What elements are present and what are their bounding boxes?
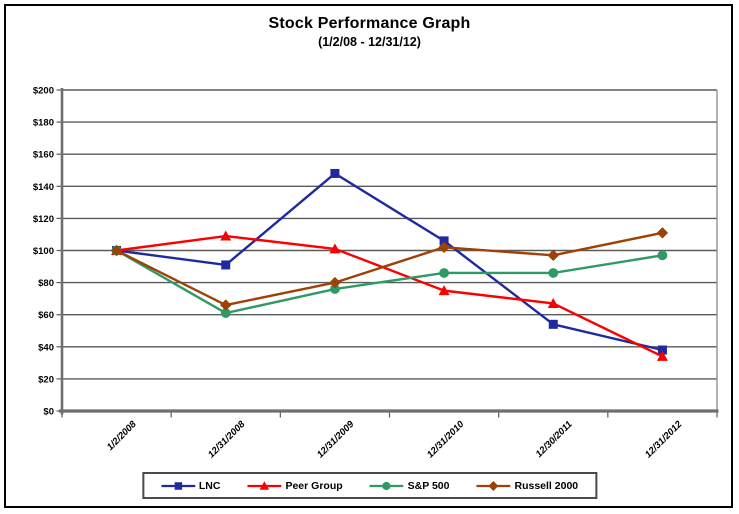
legend-item-s-p-500: S&P 500	[369, 479, 450, 492]
data-point-peer-group	[329, 243, 341, 254]
data-point-lnc	[221, 260, 231, 270]
chart-subtitle: (1/2/08 - 12/31/12)	[318, 35, 421, 49]
title-block: Stock Performance Graph (1/2/08 - 12/31/…	[0, 15, 739, 49]
y-axis-label: $60	[38, 310, 54, 321]
data-point-s-p-500	[657, 250, 668, 261]
data-point-russell-2000	[547, 249, 559, 262]
data-point-russell-2000	[329, 276, 341, 289]
legend-label: Russell 2000	[514, 479, 579, 492]
data-point-peer-group	[438, 285, 450, 296]
data-point-russell-2000	[656, 227, 669, 239]
legend-item-peer-group: Peer Group	[247, 479, 343, 492]
data-point-russell-2000	[438, 241, 450, 253]
legend-glyph-lnc	[174, 481, 182, 490]
legend-glyph-s-p-500	[382, 481, 391, 490]
data-point-lnc	[548, 319, 558, 329]
y-axis-label: $20	[38, 374, 54, 385]
data-point-lnc	[439, 236, 449, 246]
legend-glyph-peer-group	[259, 480, 270, 490]
legend-label: LNC	[198, 479, 221, 492]
y-axis-label: $200	[33, 86, 54, 97]
data-point-russell-2000	[220, 299, 232, 311]
data-point-s-p-500	[439, 268, 449, 278]
legend-item-lnc: LNC	[160, 479, 221, 492]
legend-marker-lnc	[160, 481, 195, 490]
legend-marker-peer-group	[247, 480, 282, 490]
y-axis-label: $100	[33, 246, 54, 257]
series-line-lnc	[116, 172, 663, 352]
legend-label: S&P 500	[407, 479, 450, 492]
y-axis-label: $140	[33, 182, 54, 193]
legend-marker-s-p-500	[369, 481, 404, 490]
data-point-s-p-500	[330, 284, 340, 294]
data-point-lnc	[657, 345, 667, 355]
series-line-peer-group	[116, 234, 663, 358]
y-axis-label: $160	[33, 150, 54, 161]
data-point-russell-2000	[110, 244, 123, 257]
legend: LNC Peer Group S&P 500 Russell 2000	[141, 472, 598, 499]
series-line-russell-2000	[116, 231, 663, 307]
data-point-peer-group	[220, 230, 232, 241]
y-axis-label: $180	[33, 118, 54, 129]
chart-title: Stock Performance Graph	[268, 15, 471, 32]
data-point-s-p-500	[548, 268, 559, 278]
series-line-s-p-500	[115, 249, 663, 315]
y-axis-label: $120	[33, 214, 54, 225]
legend-marker-russell-2000	[476, 480, 511, 491]
y-axis-label: $40	[38, 342, 54, 353]
legend-item-russell-2000: Russell 2000	[476, 480, 578, 492]
data-point-peer-group	[656, 350, 668, 361]
y-axis-label: $0	[43, 407, 54, 418]
legend-glyph-russell-2000	[488, 480, 499, 491]
y-axis-label: $80	[38, 278, 54, 289]
legend-label: Peer Group	[285, 479, 343, 492]
data-point-peer-group	[547, 297, 559, 308]
data-point-lnc	[330, 168, 340, 178]
data-point-s-p-500	[220, 308, 231, 318]
